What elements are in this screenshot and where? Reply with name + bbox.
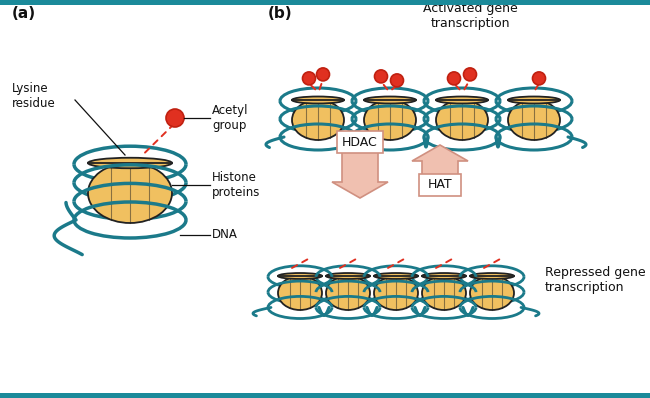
Ellipse shape [470,276,514,310]
Bar [0,0,650,5]
FancyBboxPatch shape [337,131,383,153]
Ellipse shape [374,276,418,310]
Text: HDAC: HDAC [342,135,378,148]
Polygon shape [412,145,468,193]
Ellipse shape [292,96,344,103]
Bar [0,393,650,398]
Circle shape [463,68,476,81]
Ellipse shape [508,100,560,140]
Ellipse shape [436,100,488,140]
Ellipse shape [278,276,322,310]
Ellipse shape [470,273,514,279]
Text: Repressed gene
transcription: Repressed gene transcription [545,266,645,294]
Ellipse shape [422,273,466,279]
Text: Lysine
residue: Lysine residue [12,82,56,110]
Circle shape [317,68,330,81]
Ellipse shape [278,273,322,279]
Circle shape [374,70,387,83]
Circle shape [447,72,460,85]
Ellipse shape [364,100,416,140]
Circle shape [166,109,184,127]
Text: DNA: DNA [212,228,238,242]
Ellipse shape [508,96,560,103]
Circle shape [532,72,545,85]
Circle shape [302,72,315,85]
Polygon shape [332,150,388,198]
Ellipse shape [422,276,466,310]
Ellipse shape [88,163,172,223]
Text: Histone
proteins: Histone proteins [212,171,261,199]
Ellipse shape [364,96,416,103]
Text: Activated gene
transcription: Activated gene transcription [422,2,517,30]
Ellipse shape [326,276,370,310]
Text: Acetyl
group: Acetyl group [212,104,248,132]
Ellipse shape [326,273,370,279]
Ellipse shape [436,96,488,103]
Text: (b): (b) [268,6,293,21]
Ellipse shape [88,158,172,168]
Ellipse shape [292,100,344,140]
Text: (a): (a) [12,6,36,21]
Ellipse shape [374,273,418,279]
Circle shape [391,74,404,87]
Text: HAT: HAT [428,178,452,191]
FancyBboxPatch shape [419,174,461,196]
